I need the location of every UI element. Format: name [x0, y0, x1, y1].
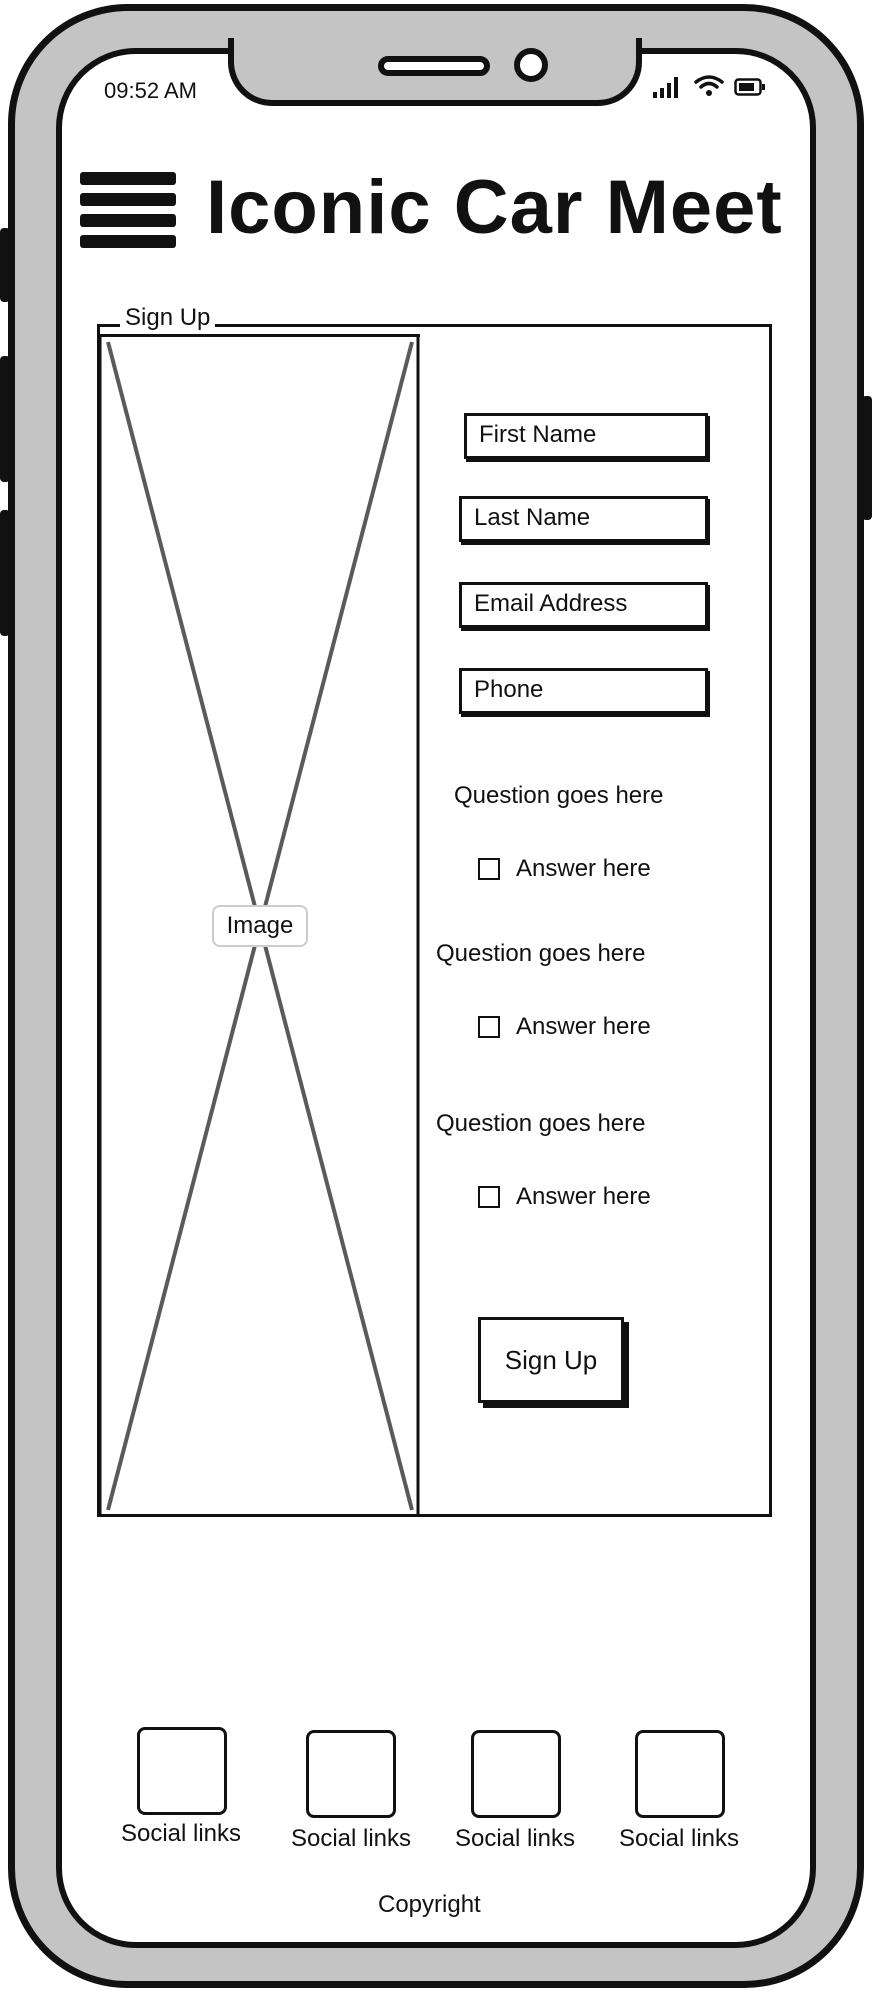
phone-screen	[56, 48, 816, 1948]
email-field[interactable]: Email Address	[459, 582, 708, 628]
hamburger-menu-icon[interactable]	[80, 172, 176, 250]
answer-checkbox[interactable]	[478, 1016, 500, 1038]
signup-button[interactable]: Sign Up	[478, 1317, 624, 1403]
answer-label: Answer here	[516, 1013, 651, 1040]
social-link-icon[interactable]	[635, 1730, 725, 1818]
question-label: Question goes here	[436, 940, 646, 967]
silent-switch	[0, 228, 10, 302]
answer-checkbox[interactable]	[478, 1186, 500, 1208]
battery-icon	[734, 78, 765, 96]
social-link-label[interactable]: Social links	[618, 1825, 740, 1852]
answer-label: Answer here	[516, 855, 651, 882]
speaker-grille	[378, 56, 490, 76]
volume-down-button	[0, 510, 10, 636]
social-link-icon[interactable]	[471, 1730, 561, 1818]
question-label: Question goes here	[454, 782, 664, 809]
status-time: 09:52 AM	[104, 78, 197, 103]
app-title: Iconic Car Meet	[206, 165, 783, 250]
power-button	[862, 396, 872, 520]
image-label: Image	[212, 905, 308, 947]
answer-checkbox[interactable]	[478, 858, 500, 880]
last-name-field[interactable]: Last Name	[459, 496, 708, 542]
first-name-field[interactable]: First Name	[464, 413, 708, 459]
wifi-icon	[694, 75, 724, 96]
social-link-label[interactable]: Social links	[454, 1825, 576, 1852]
social-link-label[interactable]: Social links	[120, 1820, 242, 1847]
signup-form-group	[97, 324, 772, 1517]
social-link-icon[interactable]	[306, 1730, 396, 1818]
front-camera	[514, 48, 548, 82]
social-link-icon[interactable]	[137, 1727, 227, 1815]
signal-icon	[653, 77, 678, 98]
copyright-text: Copyright	[378, 1891, 481, 1918]
signup-legend: Sign Up	[120, 304, 216, 332]
question-label: Question goes here	[436, 1110, 646, 1137]
status-icons	[652, 74, 766, 100]
social-link-label[interactable]: Social links	[290, 1825, 412, 1852]
phone-field[interactable]: Phone	[459, 668, 708, 714]
answer-label: Answer here	[516, 1183, 651, 1210]
volume-up-button	[0, 356, 10, 482]
